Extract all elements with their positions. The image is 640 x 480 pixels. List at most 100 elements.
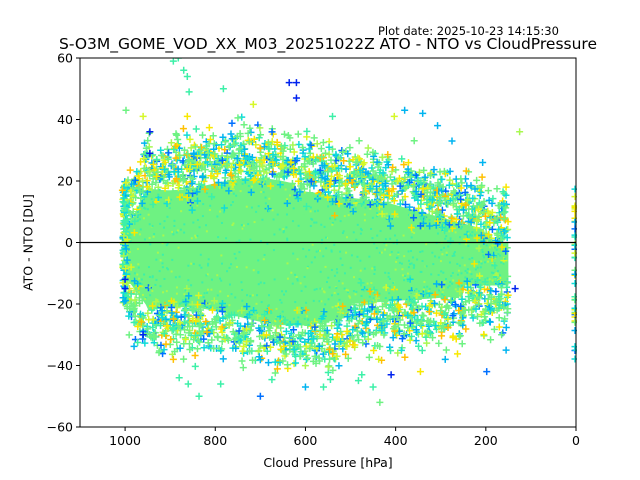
fringe-point <box>127 198 135 206</box>
core-speck <box>316 209 319 212</box>
core-speck <box>413 231 416 234</box>
fringe-point <box>412 326 420 334</box>
core-speck <box>476 285 479 288</box>
core-speck <box>407 213 410 216</box>
core-speck <box>493 246 496 249</box>
core-speck <box>498 279 501 282</box>
core-speck <box>471 277 474 280</box>
fringe-point <box>172 175 180 183</box>
core-speck <box>151 276 154 279</box>
core-speck <box>285 290 288 293</box>
core-speck <box>161 242 164 245</box>
fringe-point <box>391 288 399 296</box>
fringe-point <box>157 303 165 311</box>
fringe-point <box>219 314 227 322</box>
core-speck <box>280 301 283 304</box>
fringe-point <box>139 321 147 329</box>
core-speck <box>372 297 375 300</box>
fringe-point <box>319 139 327 147</box>
core-speck <box>311 218 314 221</box>
fringe-point <box>349 208 357 216</box>
fringe-point <box>160 330 168 338</box>
y-tick-label: 0 <box>65 235 73 250</box>
core-speck <box>231 180 234 183</box>
core-speck <box>281 310 284 313</box>
core-speck <box>148 286 151 289</box>
fringe-point <box>417 190 425 198</box>
zero-pressure-point <box>571 318 577 326</box>
core-speck <box>129 233 132 236</box>
fringe-point <box>373 291 381 299</box>
core-speck <box>410 249 413 252</box>
fringe-point <box>486 303 494 311</box>
core-speck <box>425 265 428 268</box>
fringe-point <box>353 327 361 335</box>
core-speck <box>252 269 255 272</box>
fringe-point <box>284 168 292 176</box>
fringe-point <box>235 327 243 335</box>
core-speck <box>359 259 362 262</box>
core-speck <box>255 302 258 305</box>
fringe-point <box>341 180 349 188</box>
fringe-point <box>310 134 318 142</box>
fringe-point <box>290 164 298 172</box>
core-speck <box>454 231 457 234</box>
fringe-point <box>503 234 511 242</box>
fringe-point <box>498 243 506 251</box>
core-speck <box>356 223 359 226</box>
core-speck <box>330 249 333 252</box>
fringe-point <box>395 303 403 311</box>
core-speck <box>322 194 325 197</box>
fringe-point <box>324 363 332 371</box>
core-speck <box>231 224 234 227</box>
fringe-point <box>277 170 285 178</box>
core-speck <box>380 251 383 254</box>
core-speck <box>146 208 149 211</box>
core-speck <box>199 253 202 256</box>
fringe-point <box>218 300 226 308</box>
core-speck <box>502 262 505 265</box>
fringe-point <box>417 179 425 187</box>
outlier-point <box>479 159 487 167</box>
core-speck <box>234 257 237 260</box>
core-speck <box>230 204 233 207</box>
fringe-point <box>404 181 412 189</box>
fringe-point <box>247 188 255 196</box>
fringe-point <box>148 180 156 188</box>
core-speck <box>388 277 391 280</box>
core-speck <box>490 253 493 256</box>
core-speck <box>364 206 367 209</box>
core-speck <box>308 249 311 252</box>
core-speck <box>203 304 206 307</box>
fringe-point <box>164 182 172 190</box>
fringe-point <box>180 146 188 154</box>
core-speck <box>249 238 252 241</box>
core-speck <box>184 289 187 292</box>
core-speck <box>489 256 492 259</box>
fringe-point <box>268 128 276 136</box>
fringe-point <box>462 167 470 175</box>
outlier-point <box>183 112 191 120</box>
core-speck <box>416 258 419 261</box>
fringe-point <box>430 299 438 307</box>
outlier-point <box>195 392 203 400</box>
fringe-point <box>152 291 160 299</box>
fringe-point <box>287 158 295 166</box>
fringe-point <box>335 172 343 180</box>
fringe-point <box>229 328 237 336</box>
fringe-point <box>316 308 324 316</box>
fringe-point <box>337 338 345 346</box>
fringe-point <box>281 346 289 354</box>
fringe-point <box>326 375 334 383</box>
core-speck <box>201 215 204 218</box>
core-speck <box>467 230 470 233</box>
fringe-point <box>140 155 148 163</box>
fringe-point <box>148 302 156 310</box>
core-speck <box>270 312 273 315</box>
fringe-point <box>377 328 385 336</box>
fringe-point <box>458 340 466 348</box>
fringe-point <box>401 353 409 361</box>
fringe-point <box>364 335 372 343</box>
fringe-point <box>404 169 412 177</box>
core-speck <box>445 254 448 257</box>
